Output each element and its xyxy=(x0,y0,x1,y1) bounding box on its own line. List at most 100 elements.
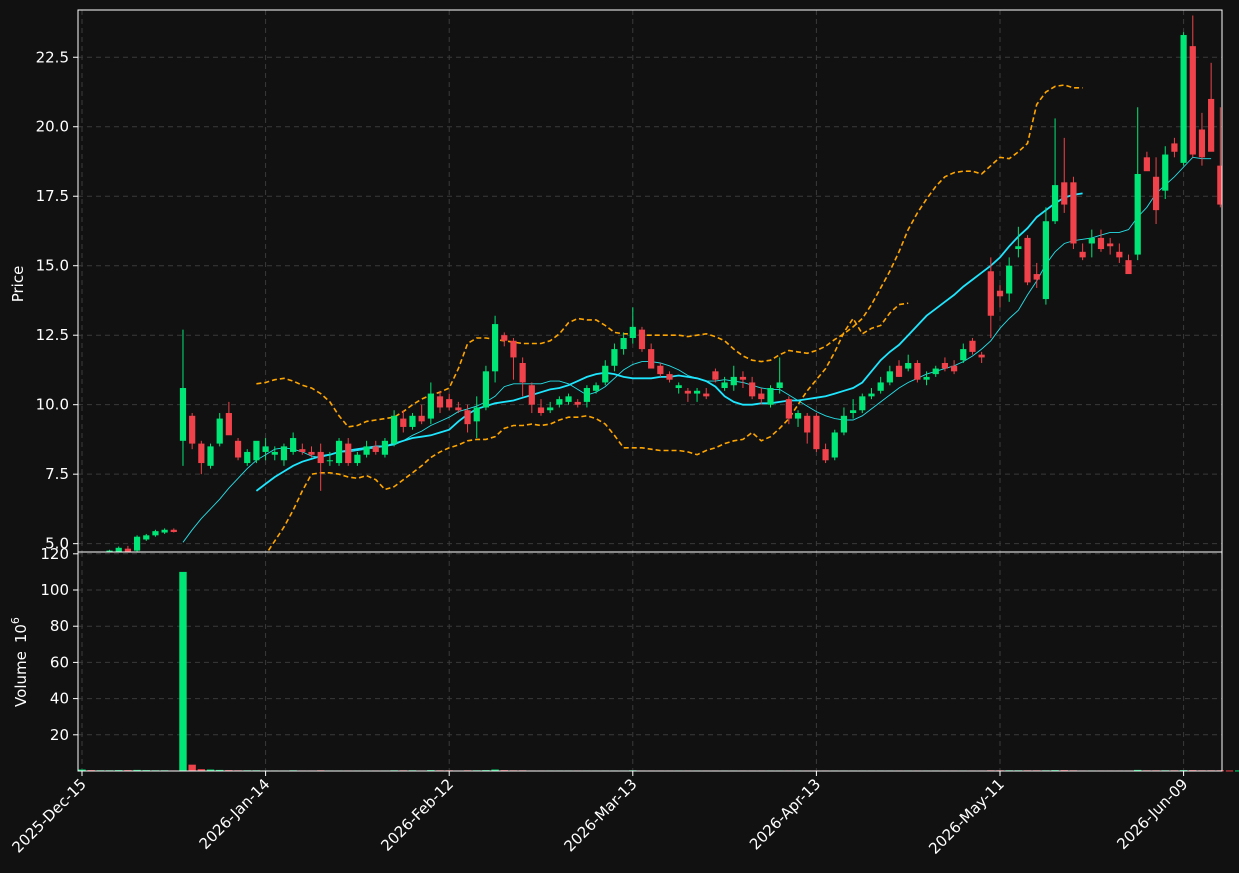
candle-body xyxy=(629,326,636,338)
volume-axis-label: Volume xyxy=(12,651,30,707)
volume-bar xyxy=(216,769,224,771)
candle-body xyxy=(455,407,462,411)
volume-bar xyxy=(206,769,215,771)
volume-tick-label: 120 xyxy=(40,545,69,563)
candle-body xyxy=(537,407,545,414)
candle-body xyxy=(207,446,214,466)
volume-tick-label: 100 xyxy=(40,581,69,599)
candle-body xyxy=(978,354,985,358)
candle-body xyxy=(620,337,627,350)
candle-body xyxy=(1134,173,1141,255)
volume-bar xyxy=(188,764,196,771)
candle-body xyxy=(583,388,590,402)
candle-body xyxy=(712,371,719,380)
bollinger-bands xyxy=(256,84,1083,552)
candle-body xyxy=(510,340,517,358)
volume-panel-frame xyxy=(77,551,1223,772)
candle-body xyxy=(409,415,416,427)
price-tick-label: 10.0 xyxy=(36,396,69,414)
candle-body xyxy=(473,407,480,422)
candle-body xyxy=(684,390,691,394)
candle-body xyxy=(1088,237,1095,244)
volume-tick-label: 60 xyxy=(50,653,69,671)
candle-body xyxy=(794,413,802,419)
candle-body xyxy=(923,376,930,380)
candle-body xyxy=(611,349,618,366)
candle-body xyxy=(1217,165,1222,205)
candle-body xyxy=(1070,182,1077,244)
candle-body xyxy=(638,329,646,350)
candle-body xyxy=(299,449,306,452)
volume-bar xyxy=(1234,770,1239,772)
price-tick-label: 20.0 xyxy=(36,118,69,136)
candle-body xyxy=(767,388,774,405)
candle-body xyxy=(354,454,361,464)
candle-body xyxy=(1051,185,1059,222)
candle-body xyxy=(271,451,278,455)
candle-body xyxy=(391,415,398,444)
candle-body xyxy=(152,531,159,536)
candle-body xyxy=(280,446,288,461)
candle-body xyxy=(427,393,434,419)
candle-body xyxy=(850,410,857,414)
candle-body xyxy=(1116,251,1123,258)
price-tick-label: 17.5 xyxy=(36,187,69,205)
candle-body xyxy=(1189,46,1196,155)
candle-body xyxy=(198,443,205,464)
candle-body xyxy=(730,376,737,386)
candle-body xyxy=(693,390,701,394)
volume-axis-title: Volume106 xyxy=(9,617,30,707)
volume-bar xyxy=(491,769,499,771)
candle-body xyxy=(675,385,682,389)
volume-bar xyxy=(1225,770,1234,772)
candle-body xyxy=(335,440,343,464)
volume-bar xyxy=(197,769,206,771)
candle-body xyxy=(124,548,131,552)
candle-body xyxy=(133,536,141,551)
candle-body xyxy=(1171,143,1178,152)
price-tick-label: 22.5 xyxy=(36,48,69,66)
candle-body xyxy=(1107,243,1114,247)
candle-body xyxy=(822,449,829,461)
volume-tick-label: 40 xyxy=(50,690,69,708)
candle-body xyxy=(161,529,168,533)
candle-body xyxy=(1079,251,1086,258)
candle-body xyxy=(290,438,297,452)
candle-body xyxy=(1015,246,1022,250)
candle-body xyxy=(436,396,444,408)
candle-body xyxy=(1006,265,1013,294)
candle-body xyxy=(813,415,820,450)
candle-body xyxy=(556,399,563,405)
candle-body xyxy=(1097,237,1105,250)
candle-body xyxy=(868,393,875,397)
candle-body xyxy=(326,460,333,462)
volume-axis-ticks: 20 40 60 80 100 120 xyxy=(40,545,78,744)
candle-body xyxy=(877,382,884,391)
price-axis-ticks: 5.0 7.5 10.0 12.5 15.0 17.5 20.0 22.5 xyxy=(36,48,78,553)
candle-body xyxy=(1180,35,1187,163)
candle-body xyxy=(574,401,581,405)
volume-tick-label: 80 xyxy=(50,617,69,635)
candle-body xyxy=(170,529,177,532)
volume-tick-label: 20 xyxy=(50,726,69,744)
candle-body xyxy=(932,368,939,375)
upper-band-line xyxy=(256,84,1083,428)
candle-body xyxy=(1033,274,1040,280)
candle-body xyxy=(381,440,389,455)
candle-body xyxy=(253,440,260,461)
candle-body xyxy=(565,396,572,402)
candle-body xyxy=(960,349,967,361)
candle-body xyxy=(666,374,673,380)
candle-body xyxy=(106,550,113,552)
candle-body xyxy=(905,362,912,369)
candle-body xyxy=(721,382,728,389)
candle-body xyxy=(363,446,370,455)
candle-body xyxy=(776,382,783,389)
candle-body xyxy=(657,365,664,375)
candle-body xyxy=(859,396,866,411)
price-tick-label: 15.0 xyxy=(36,257,69,275)
candle-body xyxy=(317,451,324,464)
volume-bar xyxy=(1134,769,1142,771)
price-tick-label: 7.5 xyxy=(45,465,69,483)
